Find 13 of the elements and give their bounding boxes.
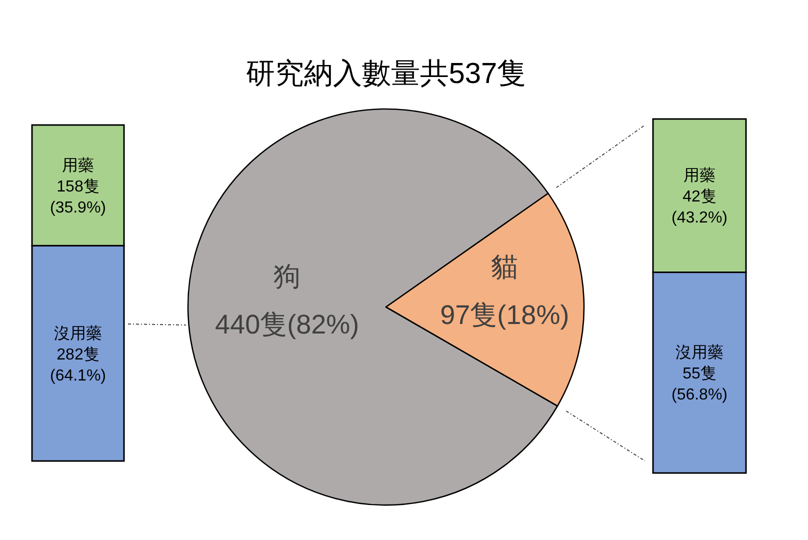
slice-label: 狗 (274, 261, 301, 292)
series-label: 用藥 (62, 156, 94, 174)
data-label: 42隻 (43.2%) (671, 188, 728, 227)
data-label: 158隻 (35.9%) (50, 177, 106, 216)
data-label: 282隻 (64.1%) (50, 345, 106, 384)
data-label: 97隻(18%) (440, 300, 570, 330)
chart-title: 研究納入數量共537隻 (246, 58, 526, 90)
slice-label: 貓 (491, 252, 518, 282)
series-label: 沒用藥 (676, 344, 724, 362)
data-label: 440隻(82%) (215, 309, 360, 340)
series-label: 用藥 (684, 166, 716, 185)
series-label: 沒用藥 (54, 324, 102, 342)
data-label: 55隻 (56.8%) (671, 364, 728, 404)
